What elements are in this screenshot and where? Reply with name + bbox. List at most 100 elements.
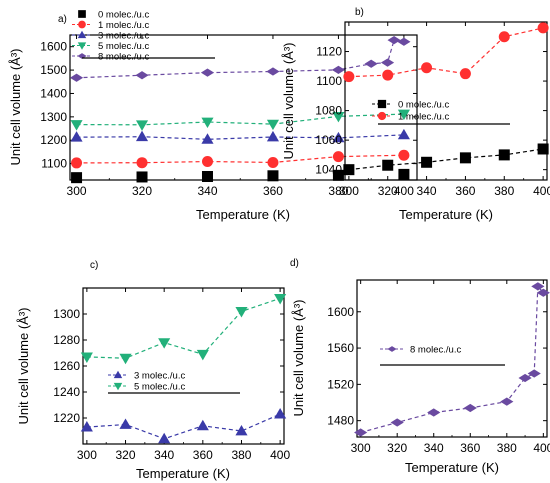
data-point [235,307,248,318]
y-axis-title: Unit cell volume (Å³) [16,307,31,424]
series-line [76,134,404,140]
legend: 0 molec./u.c1 molec./u.c3 molec./u.c5 mo… [72,10,215,63]
legend-label: 0 molec./u.c [98,10,149,21]
y-axis-title: Unit cell volume (Å³) [281,42,296,159]
y-tick-label: 1280 [53,333,80,347]
y-tick-label: 1060 [315,133,342,147]
plot-frame [356,279,548,438]
data-point [196,349,209,361]
data-point [382,159,394,171]
data-point [531,282,545,291]
panel-label: b) [355,7,364,18]
x-tick-label: 400 [533,184,550,198]
data-point [380,58,395,67]
x-axis-title: Temperature (K) [405,460,499,475]
data-point [266,130,280,142]
legend-label: 3 molec./u.c [98,31,149,42]
data-point [382,69,394,81]
data-point [537,143,549,155]
data-point [421,156,433,168]
y-tick-label: 1400 [40,86,67,100]
legend-marker [113,382,123,391]
data-point [537,22,549,34]
legend-marker [78,20,86,29]
legend-label: 8 molec./u.c [98,52,149,63]
data-point [201,170,213,182]
x-tick-label: 320 [132,184,152,198]
data-point [498,149,510,161]
y-tick-label: 1520 [327,377,354,391]
x-tick-label: 400 [394,184,414,198]
data-point [158,338,171,349]
data-point [332,169,344,181]
x-axis-title: Temperature (K) [399,207,493,222]
data-point [331,65,346,74]
data-point [500,397,514,406]
data-point [201,156,213,168]
data-point [421,62,433,74]
data-point [70,131,83,142]
legend-label: 1 molec./u.c [398,112,449,123]
x-tick-label: 300 [77,448,97,462]
y-tick-label: 1260 [53,359,80,373]
data-point [332,131,345,143]
series-line [360,284,544,434]
y-tick-label: 1200 [40,133,67,147]
data-point [397,128,410,140]
data-point [274,294,287,305]
legend-label: 5 molec./u.c [134,382,185,393]
series-line [348,148,544,171]
legend-label: 5 molec./u.c [98,41,149,52]
y-tick-label: 1500 [40,63,67,77]
x-tick-label: 300 [351,441,371,455]
data-point [119,353,132,365]
x-tick-label: 400 [533,441,550,455]
chart-panel-1: 300 320 340 360 380 400 1100 1200 1300 1400 1500 16… [8,10,418,222]
data-point [235,424,248,436]
y-tick-label: 1560 [327,341,354,355]
x-tick-label: 380 [328,184,348,198]
data-point [266,67,280,76]
data-point [135,120,149,131]
legend-marker [387,346,397,352]
data-point [536,288,550,297]
data-point [136,157,148,169]
series-5 [69,36,411,82]
data-point [343,71,355,83]
legend-label: 1 molec./u.c [98,20,149,31]
y-tick-label: 1100 [41,157,67,171]
legend: 8 molec./u.c [380,345,505,366]
plot-frame [82,287,285,445]
chart-panel-4: 300 320 340 360 380 400 1480 1520 1560 1600 Temper… [290,258,550,475]
data-point [70,120,83,131]
y-tick-label: 1080 [315,104,342,118]
data-point [158,432,171,444]
data-point [267,156,279,168]
plot-frame [69,34,418,181]
data-point [274,408,287,419]
data-point [387,36,401,45]
legend: 3 molec./u.c5 molec./u.c [108,371,240,394]
panel-label: c) [90,260,98,271]
data-point [80,421,93,432]
x-tick-label: 320 [116,448,136,462]
series-line [348,27,544,78]
data-point [354,428,368,437]
series-1 [71,168,410,184]
x-tick-label: 320 [387,441,407,455]
series-line [76,154,404,164]
data-point [390,418,404,427]
x-tick-label: 380 [231,448,251,462]
series-line [76,113,404,126]
data-point [397,109,410,121]
data-point [266,119,280,131]
y-tick-label: 1100 [316,74,342,88]
data-point [332,111,345,123]
series-2 [80,294,287,365]
series-2 [71,149,410,169]
series-1 [343,143,549,176]
y-tick-label: 1600 [327,305,354,319]
data-point [136,171,148,183]
panel-label: d) [290,258,299,269]
